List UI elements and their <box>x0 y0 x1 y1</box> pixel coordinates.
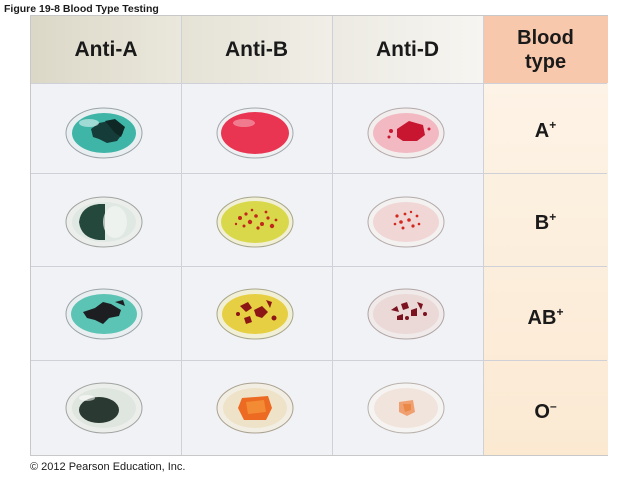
slide-o-neg-anti-d <box>367 382 445 434</box>
blood-type-column <box>483 83 608 455</box>
divider <box>483 16 484 455</box>
blood-type-o-neg: O– <box>534 399 557 423</box>
divider <box>31 266 607 267</box>
blood-type-table: Anti-A Anti-B Anti-D Blood type A+ B+ AB… <box>30 15 608 456</box>
slide-o-neg-anti-b <box>216 382 294 434</box>
figure-caption: Figure 19-8 Blood Type Testing <box>4 3 159 15</box>
slide-b-pos-anti-d <box>367 196 445 248</box>
slide-a-pos-anti-d <box>367 107 445 159</box>
divider <box>31 173 607 174</box>
copyright-notice: © 2012 Pearson Education, Inc. <box>30 461 186 473</box>
slide-ab-pos-anti-b <box>216 288 294 340</box>
header-anti-b: Anti-B <box>181 16 332 83</box>
blood-type-ab-pos: AB+ <box>527 305 564 329</box>
slide-ab-pos-anti-d <box>367 288 445 340</box>
header-anti-d: Anti-D <box>332 16 483 83</box>
slide-b-pos-anti-b <box>216 196 294 248</box>
slide-ab-pos-anti-a <box>65 288 143 340</box>
header-blood-type: Blood type <box>483 16 608 83</box>
divider <box>181 16 182 455</box>
header-anti-a: Anti-A <box>31 16 181 83</box>
divider <box>31 360 607 361</box>
blood-type-b-pos: B+ <box>534 210 557 234</box>
slide-a-pos-anti-a <box>65 107 143 159</box>
slide-o-neg-anti-a <box>65 382 143 434</box>
divider <box>332 16 333 455</box>
slide-a-pos-anti-b <box>216 107 294 159</box>
header-blood-type-line1: Blood <box>517 26 574 49</box>
blood-type-a-pos: A+ <box>534 118 557 142</box>
divider <box>31 83 607 84</box>
slide-b-pos-anti-a <box>65 196 143 248</box>
header-blood-type-line2: type <box>524 50 567 73</box>
